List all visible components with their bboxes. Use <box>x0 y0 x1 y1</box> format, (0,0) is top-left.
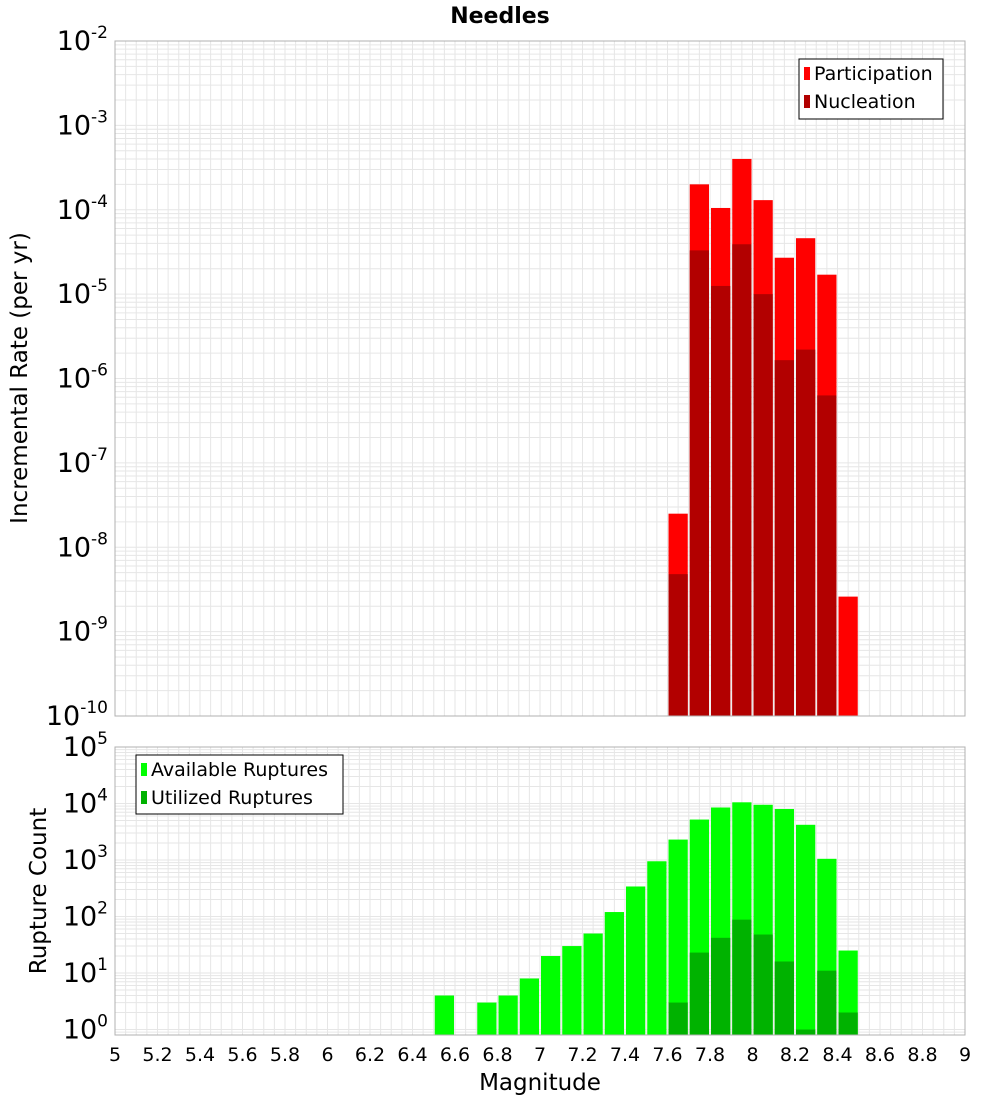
bar-nucleation <box>732 244 752 717</box>
bottom-plot-frame <box>114 746 966 1036</box>
bar-utilized-ruptures <box>668 1002 688 1035</box>
bar-available-ruptures <box>562 946 582 1035</box>
y-tick-label: 105 <box>63 729 108 763</box>
bar-nucleation <box>689 250 709 717</box>
x-tick-label: 7.4 <box>610 1044 640 1066</box>
x-tick-label: 6.8 <box>482 1044 512 1066</box>
bar-available-ruptures <box>434 995 454 1035</box>
top-bars <box>668 158 858 717</box>
bottom-y-axis-label: Rupture Count <box>26 808 52 974</box>
y-tick-label: 100 <box>63 1012 108 1046</box>
x-tick-label: 8 <box>746 1044 758 1066</box>
x-tick-label: 8.4 <box>822 1044 852 1066</box>
legend-box <box>135 754 344 815</box>
y-tick-label: 10-2 <box>57 23 108 57</box>
x-tick-label: 7.8 <box>695 1044 725 1066</box>
y-tick-label: 10-3 <box>57 107 108 141</box>
top-panel-participation-nucleation: 10-2 10-3 10-4 10-5 10-6 10-7 10-8 10-9 10-10 In… <box>7 23 966 732</box>
bar-nucleation <box>711 285 731 716</box>
x-tick-label: 5.2 <box>142 1044 172 1066</box>
y-tick-label: 10-8 <box>57 529 108 563</box>
bar-available-ruptures <box>626 886 646 1035</box>
bar-available-ruptures <box>647 861 667 1035</box>
bar-available-ruptures <box>519 978 539 1035</box>
bottom-panel-rupture-count: 105 104 103 102 101 100 5 5.2 5.4 5.6 5.8 6 6.2 6.4 6… <box>26 729 971 1096</box>
bar-nucleation <box>796 349 816 716</box>
x-axis-ticks: 5 5.2 5.4 5.6 5.8 6 6.2 6.4 6.6 6.8 7 7.2 7.4 7.6 7.8 8… <box>109 1044 971 1066</box>
bar-nucleation <box>668 574 688 716</box>
x-tick-label: 7.6 <box>652 1044 682 1066</box>
y-tick-label: 10-10 <box>46 698 108 732</box>
x-tick-label: 9 <box>959 1044 971 1066</box>
legend-entry: Available Ruptures <box>151 759 328 781</box>
bar-available-ruptures <box>796 824 816 1035</box>
bar-utilized-ruptures <box>817 970 837 1035</box>
bar-utilized-ruptures <box>774 961 794 1035</box>
x-tick-label: 5 <box>109 1044 121 1066</box>
x-tick-label: 8.6 <box>865 1044 895 1066</box>
x-tick-label: 5.8 <box>270 1044 300 1066</box>
x-axis-label: Magnitude <box>479 1070 601 1096</box>
legend-entry: Participation <box>814 63 933 85</box>
top-y-axis-label: Incremental Rate (per yr) <box>7 232 33 524</box>
bottom-legend: Available Ruptures Utilized Ruptures <box>135 754 344 815</box>
bottom-y-axis-ticks: 105 104 103 102 101 100 <box>63 729 108 1046</box>
top-plot-frame <box>114 40 966 717</box>
x-tick-label: 8.2 <box>780 1044 810 1066</box>
bar-nucleation <box>817 395 837 716</box>
y-tick-label: 10-5 <box>57 276 108 310</box>
bar-nucleation <box>774 360 794 716</box>
chart-title: Needles <box>450 4 550 29</box>
bottom-bars <box>434 802 858 1035</box>
bar-available-ruptures <box>604 912 624 1035</box>
legend-swatch <box>804 67 810 80</box>
x-tick-label: 7.2 <box>567 1044 597 1066</box>
bar-utilized-ruptures <box>753 934 773 1035</box>
x-tick-label: 8.8 <box>907 1044 937 1066</box>
y-tick-label: 10-6 <box>57 361 108 395</box>
y-tick-label: 104 <box>63 786 108 820</box>
legend-swatch <box>141 763 147 776</box>
bar-available-ruptures <box>498 995 518 1035</box>
legend-entry: Nucleation <box>814 91 916 113</box>
top-y-axis-ticks: 10-2 10-3 10-4 10-5 10-6 10-7 10-8 10-9 10-10 <box>46 23 108 732</box>
bar-available-ruptures <box>668 839 688 1035</box>
x-tick-label: 5.6 <box>227 1044 257 1066</box>
legend-swatch <box>141 791 147 804</box>
x-tick-label: 6.6 <box>440 1044 470 1066</box>
bar-available-ruptures <box>583 933 603 1035</box>
y-tick-label: 103 <box>63 842 108 876</box>
bar-utilized-ruptures <box>689 952 709 1035</box>
top-grid <box>114 41 966 717</box>
legend-swatch <box>804 95 810 108</box>
legend-box <box>798 58 944 120</box>
x-tick-label: 6.4 <box>397 1044 427 1066</box>
bar-utilized-ruptures <box>838 1012 858 1035</box>
bar-utilized-ruptures <box>796 1029 816 1035</box>
bar-nucleation <box>753 294 773 716</box>
y-tick-label: 101 <box>63 955 108 989</box>
y-tick-label: 10-9 <box>57 614 108 648</box>
y-tick-label: 10-4 <box>57 192 108 226</box>
legend-entry: Utilized Ruptures <box>151 787 313 809</box>
y-tick-label: 102 <box>63 899 108 933</box>
bar-utilized-ruptures <box>732 919 752 1035</box>
top-legend: Participation Nucleation <box>798 58 944 120</box>
x-tick-label: 6 <box>321 1044 333 1066</box>
bar-available-ruptures <box>477 1002 497 1035</box>
y-tick-label: 10-7 <box>57 445 108 479</box>
x-tick-label: 7 <box>534 1044 546 1066</box>
bar-participation <box>838 596 858 716</box>
x-tick-label: 6.2 <box>355 1044 385 1066</box>
bar-available-ruptures <box>541 956 561 1035</box>
x-tick-label: 5.4 <box>185 1044 215 1066</box>
bar-utilized-ruptures <box>711 937 731 1035</box>
